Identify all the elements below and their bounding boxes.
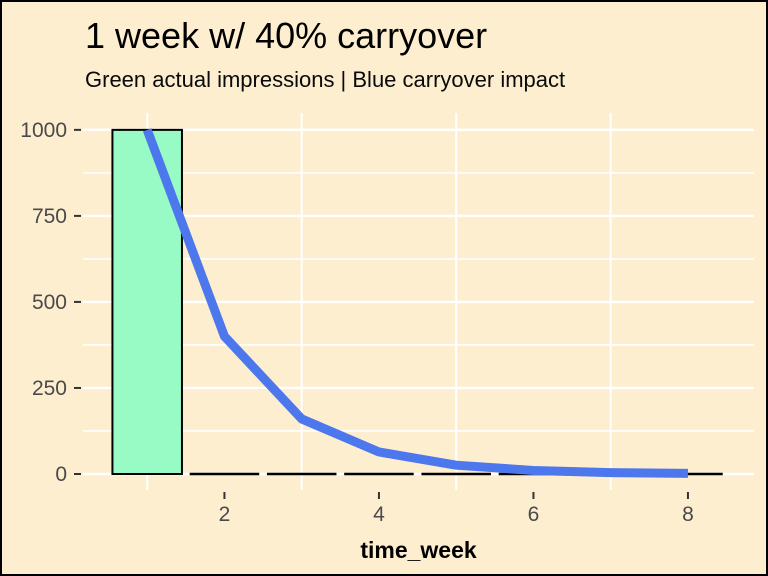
x-axis-tick-label: 8 [682,503,694,526]
x-axis-tick-label: 6 [528,503,540,526]
chart-title: 1 week w/ 40% carryover [85,15,488,56]
x-axis-tick-label: 4 [373,503,385,526]
y-axis-tick-label: 750 [32,205,67,228]
line-carryover-impact [142,128,688,478]
y-axis-tick-label: 500 [32,291,67,314]
x-axis-tick-label: 2 [219,503,231,526]
x-axis-title: time_week [360,537,477,563]
chart-subtitle: Green actual impressions | Blue carryove… [85,67,566,92]
y-axis-tick-label: 1000 [20,119,67,142]
y-axis-tick-label: 250 [32,377,67,400]
y-axis-tick-label: 0 [55,463,67,486]
bar-actual-impressions [111,128,183,475]
